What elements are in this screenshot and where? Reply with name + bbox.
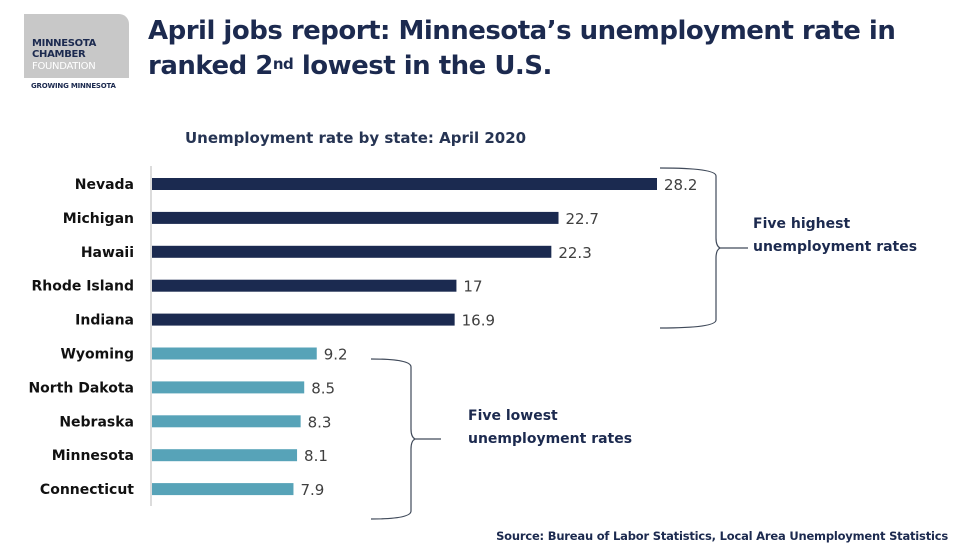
data-label: 16.9 [462, 312, 495, 330]
category-label: Indiana [75, 313, 134, 329]
category-label: Rhode Island [31, 279, 134, 295]
highest-annotation-line-1: Five highest [753, 216, 851, 232]
source-note: Source: Bureau of Labor Statistics, Loca… [496, 529, 948, 543]
highest-annotation: Five highest unemployment rates [753, 213, 917, 259]
title-line-2-post: lowest in the U.S. [293, 51, 553, 81]
lowest-annotation-line-1: Five lowest [468, 408, 558, 424]
lowest-annotation: Five lowest unemployment rates [468, 405, 632, 451]
bar-wyoming [152, 347, 317, 360]
data-label: 22.7 [566, 210, 599, 228]
data-label: 17 [463, 278, 482, 296]
logo-tagline: GROWING MINNESOTA [31, 82, 116, 90]
category-label: Minnesota [52, 448, 134, 464]
chart-title: Unemployment rate by state: April 2020 [185, 129, 527, 147]
title-line-2-pre: ranked 2 [148, 51, 273, 81]
data-label: 7.9 [300, 481, 324, 499]
lowest-annotation-line-2: unemployment rates [468, 431, 633, 447]
title-superscript: nd [272, 55, 294, 73]
category-label: Nevada [75, 177, 134, 193]
bar-rhode-island [152, 279, 457, 292]
bar-hawaii [152, 245, 552, 258]
bar-indiana [152, 313, 455, 326]
data-label: 8.5 [311, 379, 335, 397]
highest-annotation-line-2: unemployment rates [753, 239, 918, 255]
data-label: 28.2 [664, 176, 697, 194]
category-label: Nebraska [59, 414, 134, 430]
logo-line-2: CHAMBER [32, 49, 86, 60]
logo: MINNESOTA CHAMBER FOUNDATION [24, 14, 129, 78]
data-label: 8.1 [304, 447, 328, 465]
bar-connecticut [152, 483, 294, 496]
category-label: Michigan [63, 211, 134, 227]
bars-group: Nevada 28.2 Michigan 22.7 Hawaii 22.3 Rhode Is… [28, 176, 697, 499]
bar-michigan [152, 211, 559, 224]
data-label: 22.3 [558, 244, 591, 262]
category-label: Hawaii [81, 245, 134, 261]
logo-line-3: FOUNDATION [32, 61, 96, 72]
category-label: Wyoming [60, 347, 134, 363]
bar-nebraska [152, 415, 301, 428]
bar-nevada [152, 178, 657, 190]
data-label: 8.3 [308, 413, 332, 431]
bar-minnesota [152, 449, 298, 462]
page-title: April jobs report: Minnesota’s unemploym… [148, 14, 958, 84]
lowest-bracket [370, 358, 417, 520]
category-label: Connecticut [40, 482, 134, 498]
data-label: 9.2 [324, 346, 348, 364]
bar-north-dakota [152, 381, 305, 394]
logo-line-1: MINNESOTA [32, 38, 97, 49]
logo-text: MINNESOTA CHAMBER [32, 38, 96, 60]
category-label: North Dakota [28, 380, 134, 396]
title-line-1: April jobs report: Minnesota’s unemploym… [148, 16, 896, 46]
